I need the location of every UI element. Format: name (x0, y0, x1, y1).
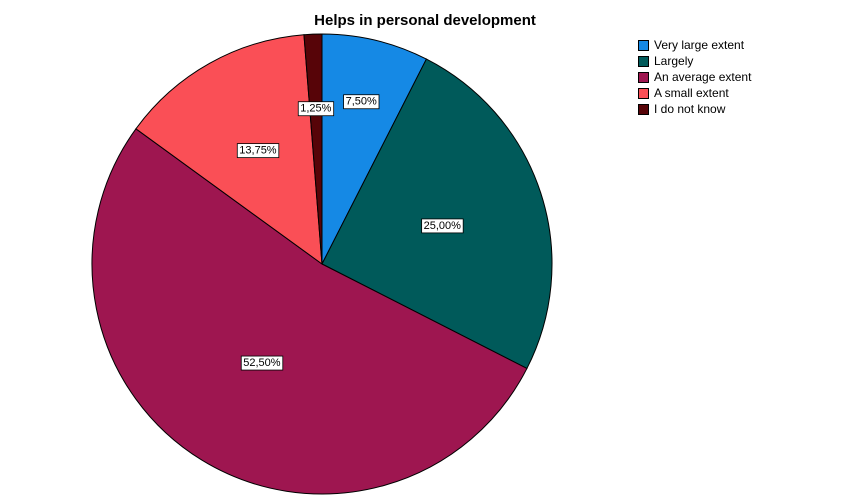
legend-swatch (638, 87, 649, 99)
data-label: 1,25% (297, 101, 335, 117)
pie-data-labels: 7,50% 25,00% 52,50% 13,75% 1,25% (236, 94, 464, 371)
data-label-text: 13,75% (239, 145, 277, 157)
pie-slice-an-average-extent (91, 128, 528, 495)
data-label-text: 52,50% (243, 357, 281, 369)
data-label: 25,00% (421, 218, 464, 234)
legend-item: I do not know (638, 101, 751, 117)
legend: Very large extent Largely An average exten… (638, 37, 751, 117)
legend-label: Largely (654, 54, 694, 68)
legend-label: An average extent (654, 70, 752, 84)
data-label-text: 25,00% (424, 220, 462, 232)
legend-item: Largely (638, 53, 751, 69)
data-label: 13,75% (236, 143, 280, 159)
pie-slice-largely (321, 58, 553, 370)
data-label-box (421, 218, 464, 234)
pie-slice-a-small-extent (135, 34, 323, 266)
chart-title-text: Helps in personal development (314, 12, 536, 29)
data-label: 52,50% (240, 355, 284, 371)
pie-slices (91, 33, 553, 495)
legend-swatch (638, 55, 649, 67)
legend-item: A small extent (638, 85, 751, 101)
legend-label: Very large extent (654, 38, 745, 52)
legend-label: I do not know (654, 102, 726, 116)
data-label-text: 1,25% (300, 103, 331, 115)
legend-swatch (638, 103, 649, 115)
data-label-box (240, 355, 284, 371)
data-label: 7,50% (343, 94, 380, 110)
data-label-box (297, 101, 335, 117)
legend-label: A small extent (654, 86, 729, 100)
legend-swatch (638, 71, 649, 83)
legend-item: An average extent (638, 69, 751, 85)
data-label-box (236, 143, 280, 159)
data-label-text: 7,50% (346, 96, 377, 108)
legend-item: Very large extent (638, 37, 751, 53)
pie-slice-very-large-extent (321, 33, 428, 265)
legend-swatch (638, 39, 649, 51)
pie-slice-i-do-not-know (303, 33, 323, 265)
data-label-box (343, 94, 380, 110)
